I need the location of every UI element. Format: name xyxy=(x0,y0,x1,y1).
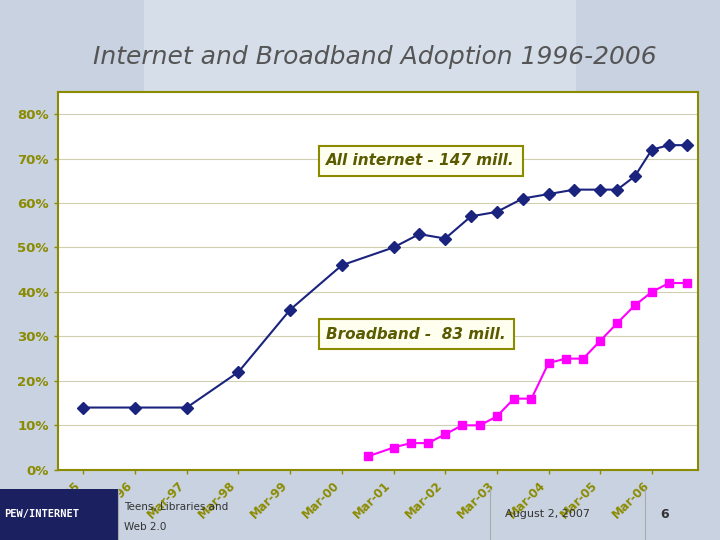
Text: All internet - 147 mill.: All internet - 147 mill. xyxy=(326,153,515,168)
Text: Teens, Libraries and: Teens, Libraries and xyxy=(124,502,228,512)
Bar xyxy=(144,0,576,216)
Text: PEW/INTERNET: PEW/INTERNET xyxy=(4,509,79,519)
Text: Web 2.0: Web 2.0 xyxy=(124,522,166,532)
Text: Internet and Broadband Adoption 1996-2006: Internet and Broadband Adoption 1996-200… xyxy=(93,45,656,69)
Bar xyxy=(0,489,118,540)
Text: 6: 6 xyxy=(660,508,669,521)
Text: August 2, 2007: August 2, 2007 xyxy=(505,509,590,519)
Text: Broadband -  83 mill.: Broadband - 83 mill. xyxy=(326,327,506,342)
